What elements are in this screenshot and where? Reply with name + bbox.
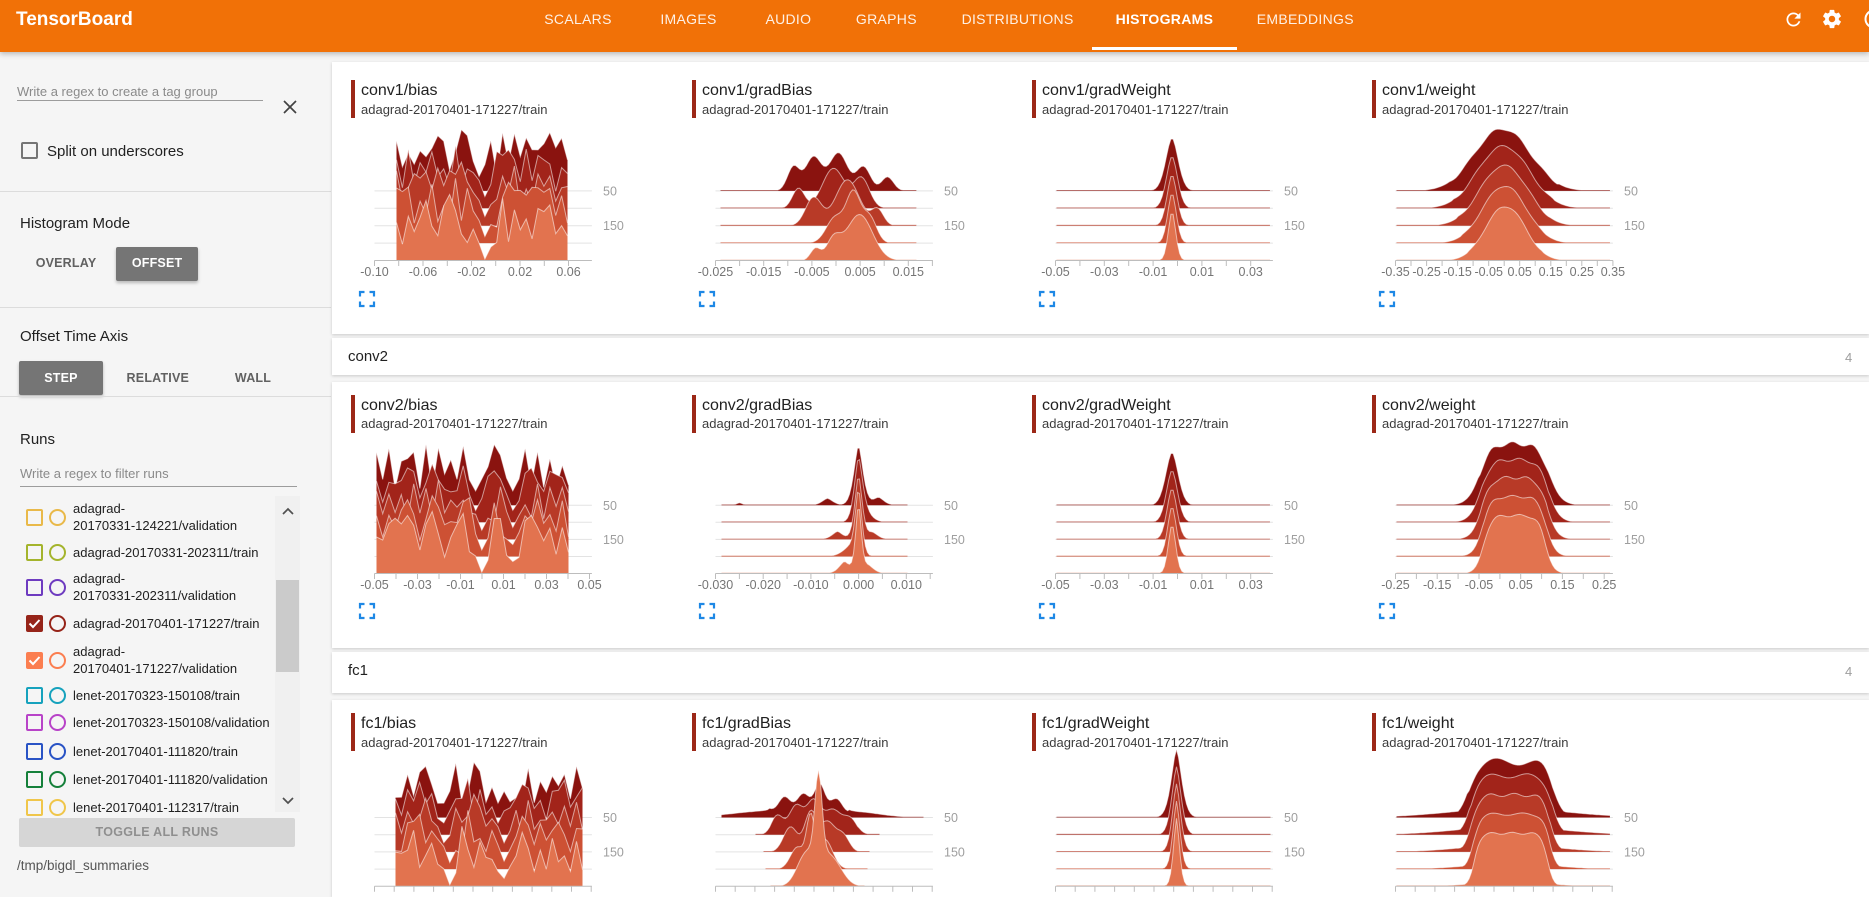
svg-text:150: 150 [1284, 533, 1305, 547]
svg-text:-0.01: -0.01 [1139, 265, 1168, 279]
svg-text:50: 50 [1284, 811, 1298, 825]
svg-text:150: 150 [603, 219, 624, 233]
svg-text:0.25: 0.25 [1592, 578, 1616, 592]
svg-text:-0.25: -0.25 [1412, 265, 1441, 279]
svg-text:-0.06: -0.06 [409, 265, 438, 279]
svg-text:150: 150 [1624, 533, 1645, 547]
svg-text:0.01: 0.01 [491, 578, 515, 592]
svg-text:-0.05: -0.05 [1041, 578, 1070, 592]
svg-text:0.03: 0.03 [1239, 265, 1263, 279]
svg-text:-0.05: -0.05 [1041, 265, 1070, 279]
svg-text:-0.015: -0.015 [746, 265, 781, 279]
svg-text:-0.05: -0.05 [1474, 265, 1503, 279]
svg-text:50: 50 [944, 184, 958, 198]
svg-text:150: 150 [1624, 845, 1645, 859]
svg-text:0.000: 0.000 [843, 578, 874, 592]
svg-text:-0.05: -0.05 [1465, 578, 1494, 592]
svg-text:0.03: 0.03 [534, 578, 558, 592]
svg-text:-0.030: -0.030 [698, 578, 733, 592]
svg-text:50: 50 [603, 499, 617, 513]
svg-text:150: 150 [944, 219, 965, 233]
svg-text:150: 150 [1284, 845, 1305, 859]
svg-text:50: 50 [1624, 184, 1638, 198]
svg-text:50: 50 [944, 811, 958, 825]
svg-text:0.05: 0.05 [577, 578, 601, 592]
svg-text:50: 50 [1284, 499, 1298, 513]
svg-text:50: 50 [1624, 499, 1638, 513]
svg-text:-0.15: -0.15 [1443, 265, 1472, 279]
svg-text:0.02: 0.02 [508, 265, 532, 279]
svg-text:-0.15: -0.15 [1423, 578, 1452, 592]
svg-text:50: 50 [1624, 811, 1638, 825]
svg-text:-0.10: -0.10 [360, 265, 389, 279]
svg-text:-0.02: -0.02 [457, 265, 486, 279]
svg-text:50: 50 [1284, 184, 1298, 198]
svg-text:50: 50 [603, 184, 617, 198]
svg-text:0.01: 0.01 [1190, 578, 1214, 592]
svg-text:-0.025: -0.025 [698, 265, 733, 279]
svg-text:150: 150 [1284, 219, 1305, 233]
svg-text:150: 150 [944, 533, 965, 547]
svg-text:0.25: 0.25 [1570, 265, 1594, 279]
svg-text:-0.005: -0.005 [794, 265, 829, 279]
svg-text:-0.05: -0.05 [360, 578, 389, 592]
svg-text:-0.03: -0.03 [403, 578, 432, 592]
svg-text:0.010: 0.010 [891, 578, 922, 592]
svg-text:150: 150 [603, 845, 624, 859]
svg-text:0.15: 0.15 [1539, 265, 1563, 279]
svg-text:-0.01: -0.01 [1139, 578, 1168, 592]
svg-text:0.05: 0.05 [1509, 578, 1533, 592]
svg-text:0.005: 0.005 [844, 265, 875, 279]
svg-text:50: 50 [603, 811, 617, 825]
svg-text:-0.25: -0.25 [1381, 578, 1410, 592]
svg-text:0.01: 0.01 [1190, 265, 1214, 279]
svg-text:-0.020: -0.020 [745, 578, 780, 592]
svg-text:150: 150 [1624, 219, 1645, 233]
svg-text:0.05: 0.05 [1508, 265, 1532, 279]
svg-text:150: 150 [603, 533, 624, 547]
svg-text:0.15: 0.15 [1550, 578, 1574, 592]
svg-text:-0.010: -0.010 [793, 578, 828, 592]
svg-text:0.35: 0.35 [1601, 265, 1625, 279]
svg-text:-0.35: -0.35 [1381, 265, 1410, 279]
svg-text:0.06: 0.06 [556, 265, 580, 279]
svg-text:-0.01: -0.01 [446, 578, 475, 592]
svg-text:-0.03: -0.03 [1090, 265, 1119, 279]
svg-text:0.03: 0.03 [1239, 578, 1263, 592]
svg-text:-0.03: -0.03 [1090, 578, 1119, 592]
svg-text:150: 150 [944, 845, 965, 859]
svg-text:50: 50 [944, 499, 958, 513]
svg-text:0.015: 0.015 [893, 265, 924, 279]
